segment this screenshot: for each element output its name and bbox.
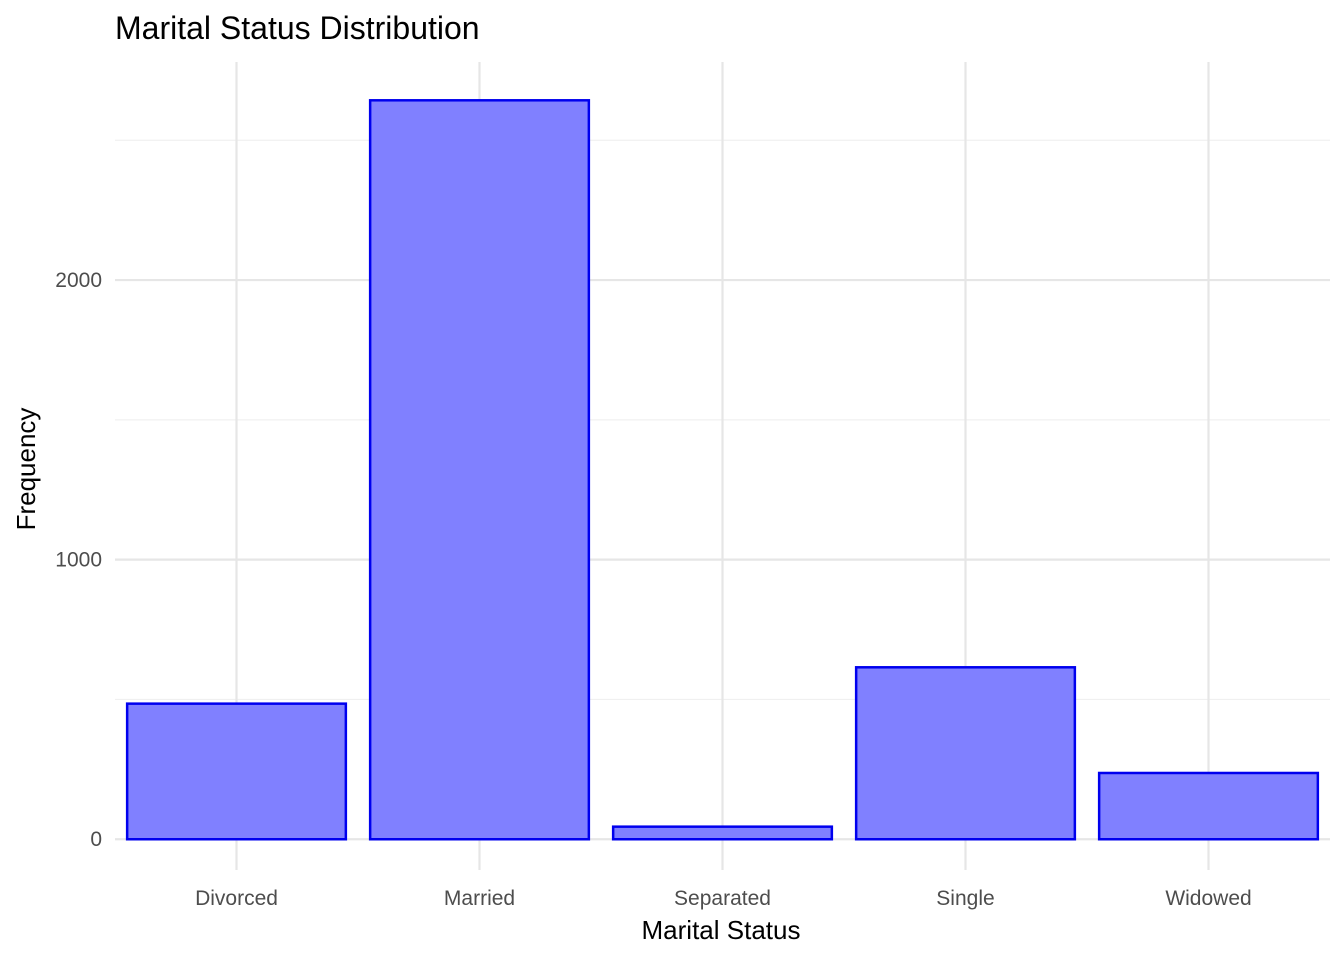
y-axis-title: Frequency [11,408,41,531]
bar-single [854,666,1077,841]
x-tick-label: Married [444,887,515,910]
x-tick-label: Divorced [195,887,278,910]
bar-divorced [125,702,348,841]
bars [125,99,1320,841]
y-axis-tick-labels: 0 1000 2000 [55,269,102,851]
y-tick-label: 1000 [55,549,102,572]
y-tick-label: 0 [90,828,102,851]
x-tick-label: Widowed [1165,887,1251,910]
bar-widowed [1097,771,1320,841]
y-tick-label: 2000 [55,269,102,292]
x-axis-tick-labels: Divorced Married Separated Single Widowed [195,887,1252,910]
chart-title: Marital Status Distribution [115,10,480,46]
bar-separated [611,825,834,841]
x-tick-label: Separated [674,887,771,910]
x-tick-label: Single [936,887,994,910]
bar-married [368,99,591,841]
x-axis-title: Marital Status [642,915,801,945]
